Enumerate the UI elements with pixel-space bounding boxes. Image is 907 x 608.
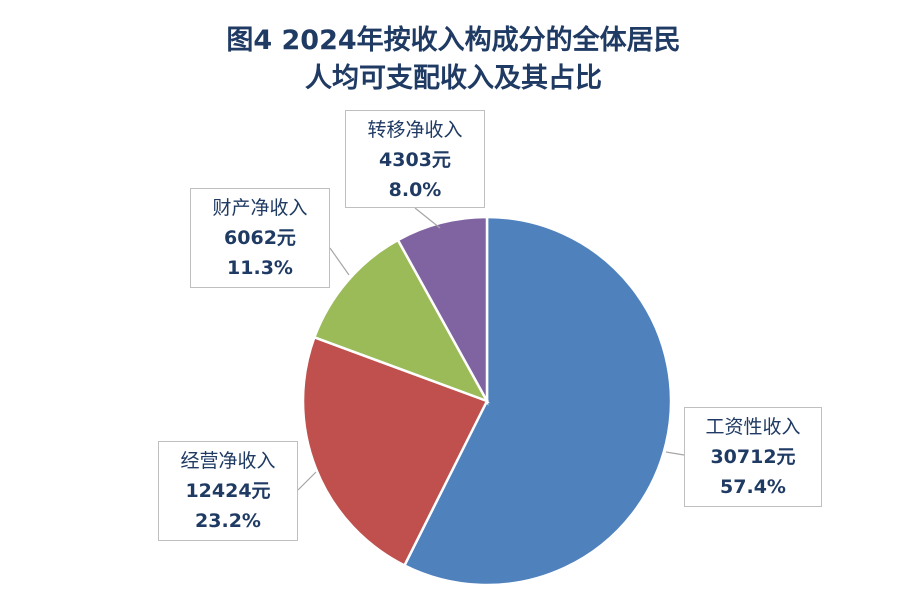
label-property-income: 财产净收入 6062元 11.3% (190, 188, 330, 288)
label-business-income: 经营净收入 12424元 23.2% (158, 441, 298, 541)
label-wage-income: 工资性收入 30712元 57.4% (684, 407, 822, 507)
leader-wage (665, 451, 685, 456)
label-property-percent: 11.3% (227, 257, 293, 279)
label-property-value: 6062元 (224, 227, 296, 249)
chart-title-line1: 图4 2024年按收入构成分的全体居民 (226, 25, 681, 56)
label-transfer-income: 转移净收入 4303元 8.0% (345, 110, 485, 208)
label-wage-percent: 57.4% (720, 476, 786, 498)
chart-title: 图4 2024年按收入构成分的全体居民 人均可支配收入及其占比 (0, 22, 907, 98)
slice-wage-income (402, 215, 673, 587)
label-business-value: 12424元 (185, 480, 271, 502)
label-transfer-percent: 8.0% (388, 179, 442, 201)
slice-transfer-income (396, 215, 489, 406)
label-business-name: 经营净收入 (180, 450, 276, 472)
label-property-name: 财产净收入 (212, 197, 308, 219)
label-transfer-name: 转移净收入 (367, 119, 463, 141)
label-transfer-value: 4303元 (379, 149, 451, 171)
slice-property-income (312, 238, 490, 404)
chart-title-line2: 人均可支配收入及其占比 (305, 63, 602, 94)
leader-property (329, 247, 350, 276)
label-business-percent: 23.2% (195, 510, 261, 532)
label-wage-name: 工资性收入 (705, 416, 801, 438)
leader-business (297, 471, 317, 491)
leader-transfer (414, 207, 441, 229)
label-wage-value: 30712元 (710, 446, 796, 468)
slice-business-income (301, 335, 489, 568)
